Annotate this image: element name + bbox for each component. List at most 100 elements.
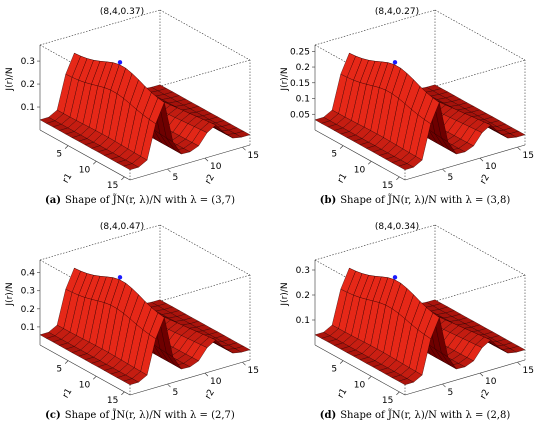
x-axis-label: r1 [336,172,349,185]
peak-marker [117,60,123,65]
peak-marker [392,60,398,65]
y-tick-label: 10 [210,162,222,172]
axis-line [129,359,251,396]
y-tick-label: 5 [173,173,179,183]
y-tick-label: 5 [448,173,454,183]
caption-text: Shape of J̃N(r, λ)/N with λ = (3,8) [340,194,510,206]
x-tick [93,161,97,165]
peak-annotation: (8,4,0.27) [375,7,419,17]
x-tick-label: 10 [354,165,366,175]
x-tick-label: 5 [56,150,62,160]
axis-line [39,129,131,181]
x-tick-label: 5 [331,150,337,160]
surface-patch [123,378,140,385]
caption-label: (b) [320,195,336,206]
box-edge [434,224,526,276]
z-tick-label: 0.1 [21,103,35,113]
caption: (a) Shape of J̃N(r, λ)/N with λ = (3,7) [45,194,235,206]
peak-annotation: (8,4,0.37) [100,7,144,17]
caption: (c) Shape of J̃N(r, λ)/N with λ = (2,7) [45,409,235,421]
x-axis-label: r1 [61,387,74,400]
caption-text: Shape of J̃N(r, λ)/N with λ = (3,7) [65,194,235,206]
box-edge [159,224,251,276]
y-tick-label: 15 [248,151,259,161]
y-tick [204,372,209,377]
z-tick-label: 0.05 [290,110,310,120]
axis-line [129,144,251,181]
z-tick-label: 0.4 [21,269,36,279]
axis-line [314,129,406,181]
y-tick [167,383,171,388]
z-tick-label: 0.1 [21,323,35,333]
y-tick [242,146,246,151]
x-tick-label: 15 [382,396,393,406]
caption-text: Shape of J̃N(r, λ)/N with λ = (2,8) [340,409,510,421]
axis-line [404,144,526,181]
y-tick-label: 15 [523,366,534,376]
x-tick-label: 15 [382,181,393,191]
y-axis-label: r2 [204,173,217,186]
z-tick-label: 0.2 [296,63,310,73]
y-tick-label: 10 [485,377,497,387]
y-tick-label: 15 [248,366,259,376]
caption-text: Shape of J̃N(r, λ)/N with λ = (2,7) [65,409,235,421]
z-tick-label: 0.3 [296,266,310,276]
z-tick-label: 0.2 [21,80,35,90]
y-tick [442,383,446,388]
z-tick-label: 0.1 [296,95,310,105]
x-tick [93,376,97,380]
panel: 0.1 0.2 0.3 5 10 15 5 10 15 J(r)/N r1 r2 (8,4,0.37) (… [5,7,259,206]
y-tick [517,361,521,366]
x-tick [396,176,400,181]
x-tick-label: 15 [107,181,118,191]
x-tick [339,145,344,149]
x-tick-label: 10 [79,165,91,175]
z-axis-label: J(r)/N [280,282,290,306]
x-axis-label: r1 [61,172,74,185]
y-tick [242,361,246,366]
y-tick [479,157,484,162]
z-tick-label: 0.15 [290,79,310,89]
x-tick [64,360,69,364]
caption-label: (a) [45,195,61,206]
axis-line [314,344,406,396]
y-tick-label: 5 [173,388,179,398]
z-tick-label: 0.25 [290,47,310,57]
y-tick-label: 15 [523,151,534,161]
axis-line [39,344,131,396]
box-edge [434,9,526,61]
y-tick-label: 10 [485,162,497,172]
y-axis-label: r2 [479,388,492,401]
peak-marker [392,275,398,280]
z-tick-label: 0.3 [21,57,35,67]
x-tick [121,176,125,181]
z-tick-label: 0.2 [21,305,35,315]
panel: 0.1 0.2 0.3 0.4 5 10 15 5 10 15 J(r)/N r1 r2 (8,4,0.4… [5,222,259,421]
y-tick [204,157,209,162]
caption: (d) Shape of J̃N(r, λ)/N with λ = (2,8) [320,409,511,421]
axis-line [404,359,526,396]
box-edge [159,9,251,61]
x-tick-label: 15 [107,396,118,406]
y-tick [479,372,484,377]
x-tick-label: 5 [331,365,337,375]
y-tick [517,146,521,151]
x-axis-label: r1 [336,387,349,400]
z-axis-label: J(r)/N [5,282,15,306]
peak-annotation: (8,4,0.47) [100,222,144,232]
x-tick-label: 10 [79,380,91,390]
panel: 0.1 0.2 0.3 5 10 15 5 10 15 J(r)/N r1 r2 (8,4,0.34) (… [280,222,534,421]
x-tick [64,145,69,149]
z-tick-label: 0.3 [21,287,35,297]
caption-label: (d) [320,410,336,421]
caption: (b) Shape of J̃N(r, λ)/N with λ = (3,8) [320,194,511,206]
y-tick-label: 5 [448,388,454,398]
y-axis-label: r2 [204,388,217,401]
y-tick [167,168,171,173]
surface-patch [398,163,415,170]
y-axis-label: r2 [479,173,492,186]
x-tick [121,391,125,396]
x-tick [368,376,372,380]
x-tick [368,161,372,165]
